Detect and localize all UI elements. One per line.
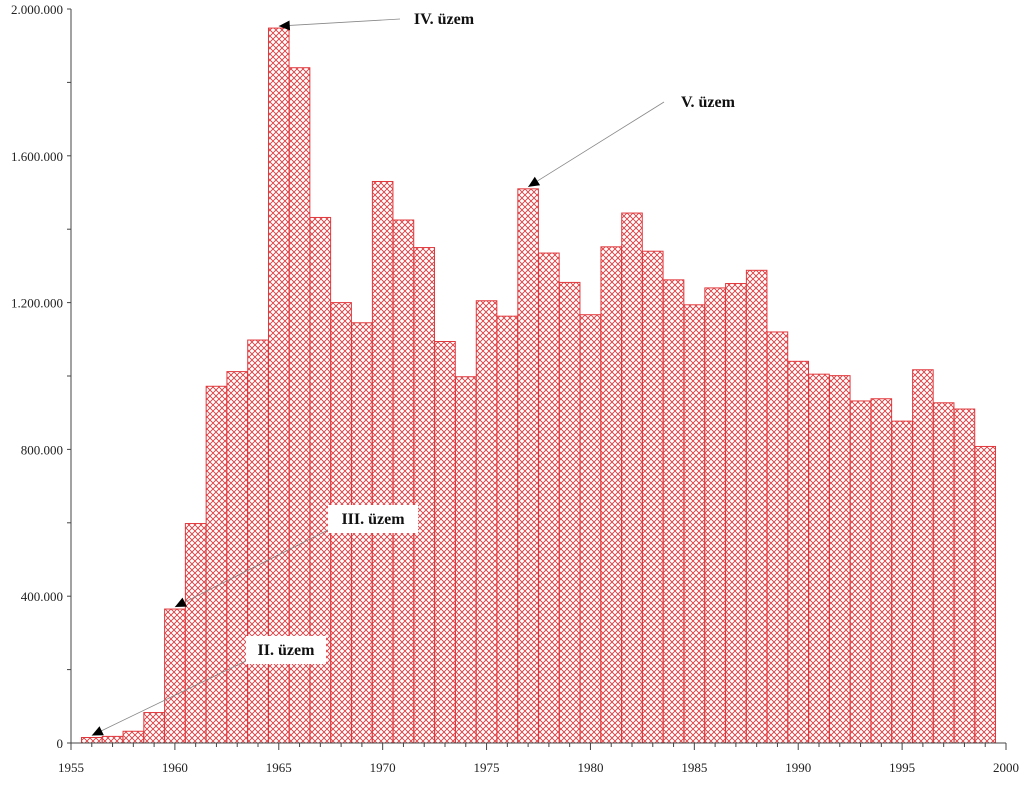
bar-1979	[558, 281, 581, 744]
x-tick-label: 1995	[889, 760, 915, 775]
bar-1964	[247, 339, 269, 744]
bar-1956	[80, 737, 103, 744]
bar-1965	[267, 27, 290, 744]
annotation-arrowhead	[91, 726, 104, 736]
y-tick-label: 1.600.000	[11, 149, 63, 164]
bar-1993	[849, 400, 872, 744]
annotation-leader-line	[174, 527, 333, 608]
bar-1967	[309, 216, 332, 744]
bar-1986	[704, 287, 726, 744]
bar-1958	[122, 730, 145, 744]
annotation-leader-line	[278, 18, 401, 27]
annotation-label: III. üzem	[341, 511, 405, 528]
bar-1992	[828, 375, 851, 744]
y-tick-label: 1.200.000	[11, 296, 63, 311]
bar-1995	[891, 420, 913, 744]
bar-1988	[745, 269, 768, 744]
bar-1963	[226, 371, 249, 744]
annotation-label: V. üzem	[681, 94, 736, 111]
bar-1976	[496, 315, 519, 744]
annotation-box	[246, 636, 326, 664]
x-tick-label: 1960	[162, 760, 188, 775]
bar-1996	[912, 369, 934, 744]
bar-1982	[621, 212, 643, 744]
bar-1999	[974, 445, 997, 744]
bars-group	[80, 27, 997, 744]
annotation-label: IV. üzem	[414, 11, 475, 28]
bar-1973	[434, 341, 456, 744]
x-tick-label: 1965	[266, 760, 292, 775]
y-tick-label: 400.000	[21, 589, 63, 604]
bar-1970	[371, 180, 394, 744]
bar-1994	[870, 398, 893, 744]
bar-1991	[808, 373, 830, 744]
annotations-group: II. üzem III. üzem IV. üzem V. üzem	[91, 11, 736, 736]
bar-1997	[932, 402, 955, 744]
annotation-box	[328, 505, 418, 533]
annotation-label: II. üzem	[258, 642, 316, 659]
bar-1984	[662, 279, 685, 744]
x-tick-label: 1990	[785, 760, 811, 775]
y-tick-label: 2.000.000	[11, 2, 63, 17]
annotation-arrowhead	[174, 597, 187, 608]
axes-group: 0 400.000 800.000 1.200.000 1.600.000 2.000.0…	[11, 2, 1019, 775]
annotation-arrowhead	[278, 20, 291, 31]
x-tick-label: 1980	[577, 760, 603, 775]
x-tick-label: 1985	[681, 760, 707, 775]
bar-1971	[392, 219, 415, 744]
x-tick-label: 1955	[58, 760, 84, 775]
bar-1975	[475, 300, 498, 744]
bar-1972	[413, 247, 436, 744]
bar-1961	[184, 523, 207, 744]
x-tick-label: 2000	[993, 760, 1019, 775]
bar-1980	[579, 314, 602, 744]
bar-1957	[101, 735, 124, 744]
bar-1978	[538, 252, 560, 744]
bar-1998	[953, 408, 976, 744]
annotation-leader-line	[527, 101, 665, 188]
bar-1987	[725, 283, 747, 744]
bar-1959	[143, 712, 165, 744]
bar-1977	[517, 188, 539, 744]
x-tick-label: 1975	[474, 760, 500, 775]
bar-1962	[205, 385, 228, 744]
y-tick-label: 800.000	[21, 442, 63, 457]
bar-1985	[683, 304, 706, 744]
bar-1983	[641, 250, 664, 744]
annotation-leader-line	[91, 658, 251, 736]
bar-1981	[600, 246, 623, 744]
bar-1974	[454, 376, 477, 744]
bar-1989	[766, 331, 789, 744]
annotation-arrowhead	[528, 176, 541, 187]
bar-1960	[164, 608, 186, 744]
y-tick-label: 0	[57, 736, 64, 751]
bar-1990	[787, 360, 810, 744]
x-tick-label: 1970	[370, 760, 396, 775]
